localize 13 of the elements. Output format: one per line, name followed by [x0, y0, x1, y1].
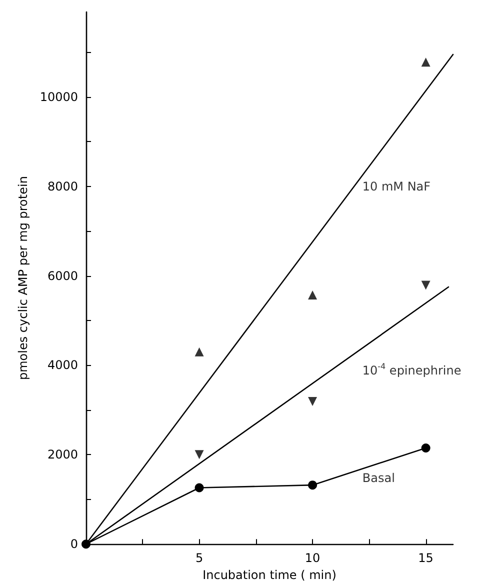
x-tick-label: 15: [418, 551, 434, 566]
y-tick-label: 6000: [47, 268, 78, 283]
y-tick-label: 0: [70, 537, 78, 552]
y-tick-label: 10000: [40, 90, 78, 104]
x-axis-title: Incubation time ( min): [202, 568, 336, 582]
y-tick-label: 8000: [47, 179, 78, 194]
y-axis-title: pmoles cyclic AMP per mg protein: [16, 176, 30, 380]
x-tick-label: 10: [304, 551, 320, 566]
y-tick-label: 2000: [47, 448, 78, 462]
annotation: 10 mM NaF: [362, 179, 431, 194]
annotation: Basal: [362, 471, 395, 486]
x-tick-label: 5: [195, 551, 204, 566]
y-tick-label: 4000: [47, 358, 78, 372]
